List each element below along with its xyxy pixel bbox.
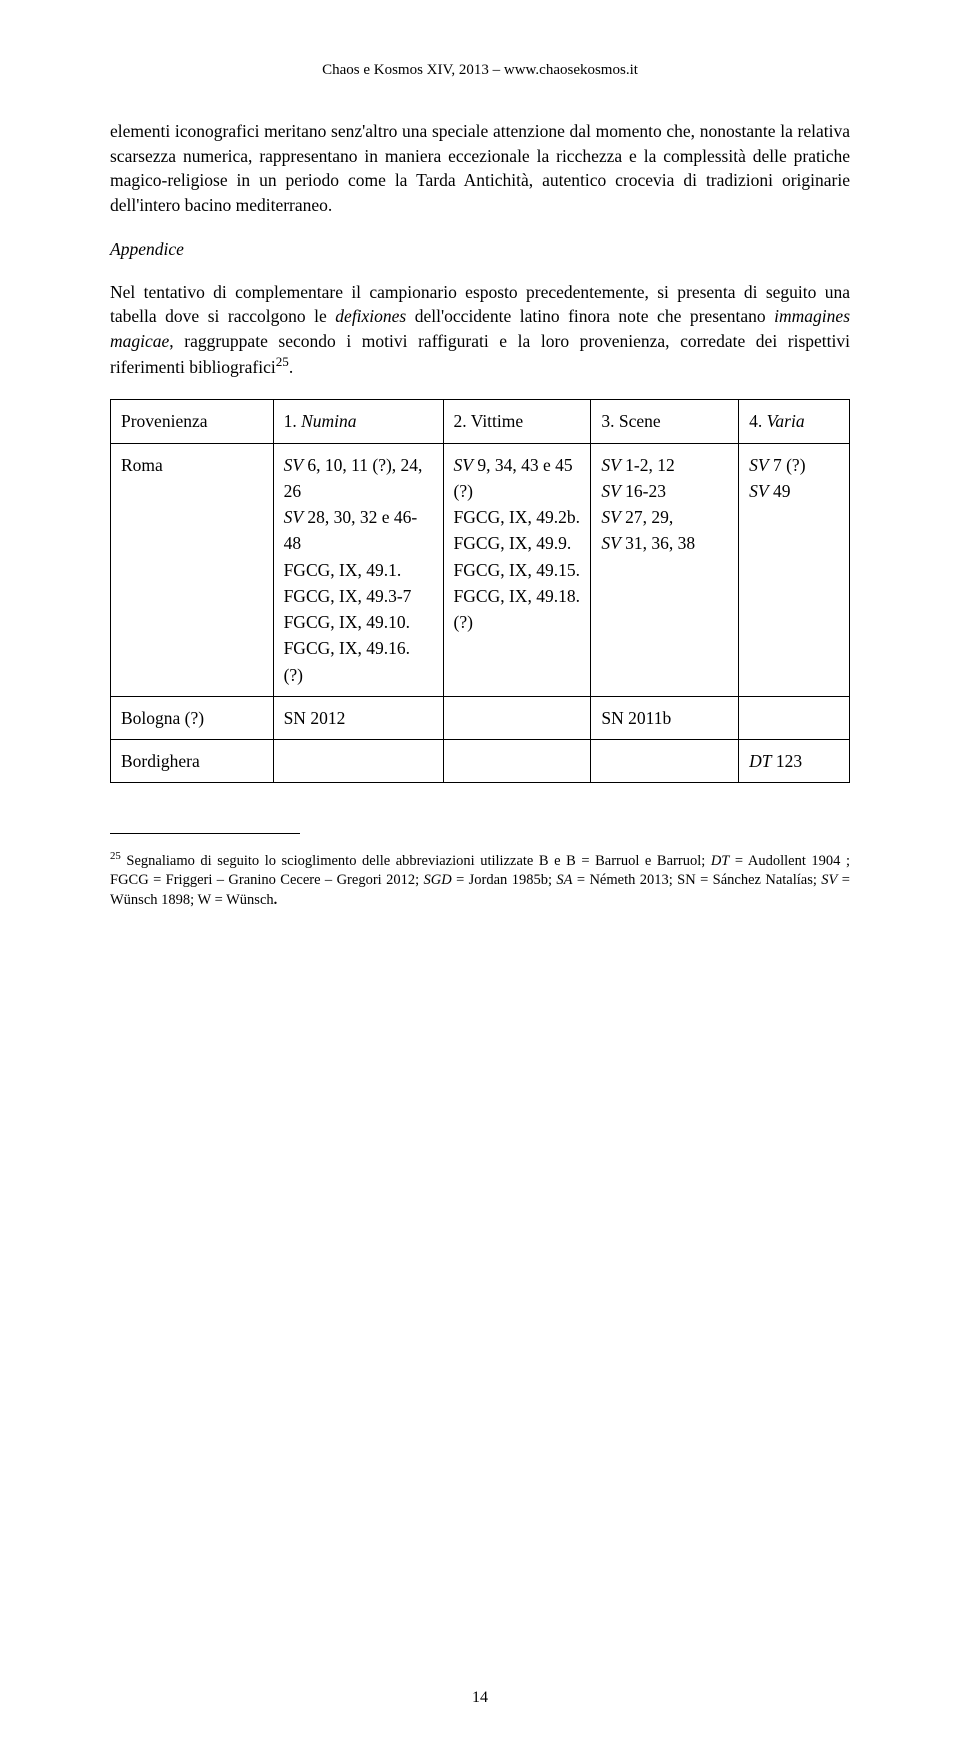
cell-bordighera-prov: Bordighera [111,740,274,783]
cell-bordighera-scene [591,740,739,783]
cell-roma-prov: Roma [111,443,274,696]
para2-text2: dell'occidente latino finora note che pr… [406,306,774,326]
cell-bologna-vittime [443,696,591,739]
para2-italic1: defixiones [335,306,406,326]
fn-italic1: DT [711,853,730,869]
fn-italic2: SGD [423,872,451,888]
para2-end: . [289,357,293,377]
fn-text3: = Jordan 1985b; [452,872,557,888]
th-numina-prefix: 1. [284,411,302,431]
para2-footnote-ref: 25 [276,354,289,369]
th-provenienza: Provenienza [111,400,274,443]
fn-text4: = Németh 2013; SN = Sánchez Natalías; [572,872,821,888]
page-number: 14 [0,1687,960,1709]
cell-bordighera-varia: DT 123 [739,740,850,783]
table-row-bordighera: Bordighera DT 123 [111,740,850,783]
para2-text3: , raggruppate secondo i motivi raffigura… [110,331,850,377]
page-container: Chaos e Kosmos XIV, 2013 – www.chaosekos… [0,0,960,1749]
th-varia: 4. Varia [739,400,850,443]
cell-bologna-prov: Bologna (?) [111,696,274,739]
cell-roma-scene: SV 1-2, 12SV 16-23SV 27, 29,SV 31, 36, 3… [591,443,739,696]
fn-italic3: SA [556,872,572,888]
footnote-25: 25 Segnaliamo di seguito lo scioglimento… [110,849,850,911]
cell-bologna-varia [739,696,850,739]
table-header-row: Provenienza 1. Numina 2. Vittime 3. Scen… [111,400,850,443]
page-header: Chaos e Kosmos XIV, 2013 – www.chaosekos… [110,60,850,81]
table-row-roma: Roma SV 6, 10, 11 (?), 24, 26SV 28, 30, … [111,443,850,696]
th-scene: 3. Scene [591,400,739,443]
cell-bologna-scene: SN 2011b [591,696,739,739]
cell-roma-numina: SV 6, 10, 11 (?), 24, 26SV 28, 30, 32 e … [273,443,443,696]
th-varia-italic: Varia [767,411,805,431]
cell-roma-varia: SV 7 (?)SV 49 [739,443,850,696]
footnote-number: 25 [110,850,121,862]
cell-roma-vittime: SV 9, 34, 43 e 45 (?)FGCG, IX, 49.2b.FGC… [443,443,591,696]
cell-bordighera-numina [273,740,443,783]
paragraph-2: Nel tentativo di complementare il campio… [110,280,850,380]
fn-bold-period: . [274,892,278,908]
th-numina: 1. Numina [273,400,443,443]
appendix-title: Appendice [110,237,850,262]
fn-italic4: SV [821,872,837,888]
data-table: Provenienza 1. Numina 2. Vittime 3. Scen… [110,399,850,783]
footnote-separator [110,833,300,834]
cell-bologna-numina: SN 2012 [273,696,443,739]
fn-text1: Segnaliamo di seguito lo scioglimento de… [121,853,711,869]
table-row-bologna: Bologna (?) SN 2012 SN 2011b [111,696,850,739]
th-vittime: 2. Vittime [443,400,591,443]
th-varia-prefix: 4. [749,411,767,431]
paragraph-1: elementi iconografici meritano senz'altr… [110,119,850,217]
cell-bordighera-vittime [443,740,591,783]
th-numina-italic: Numina [301,411,356,431]
